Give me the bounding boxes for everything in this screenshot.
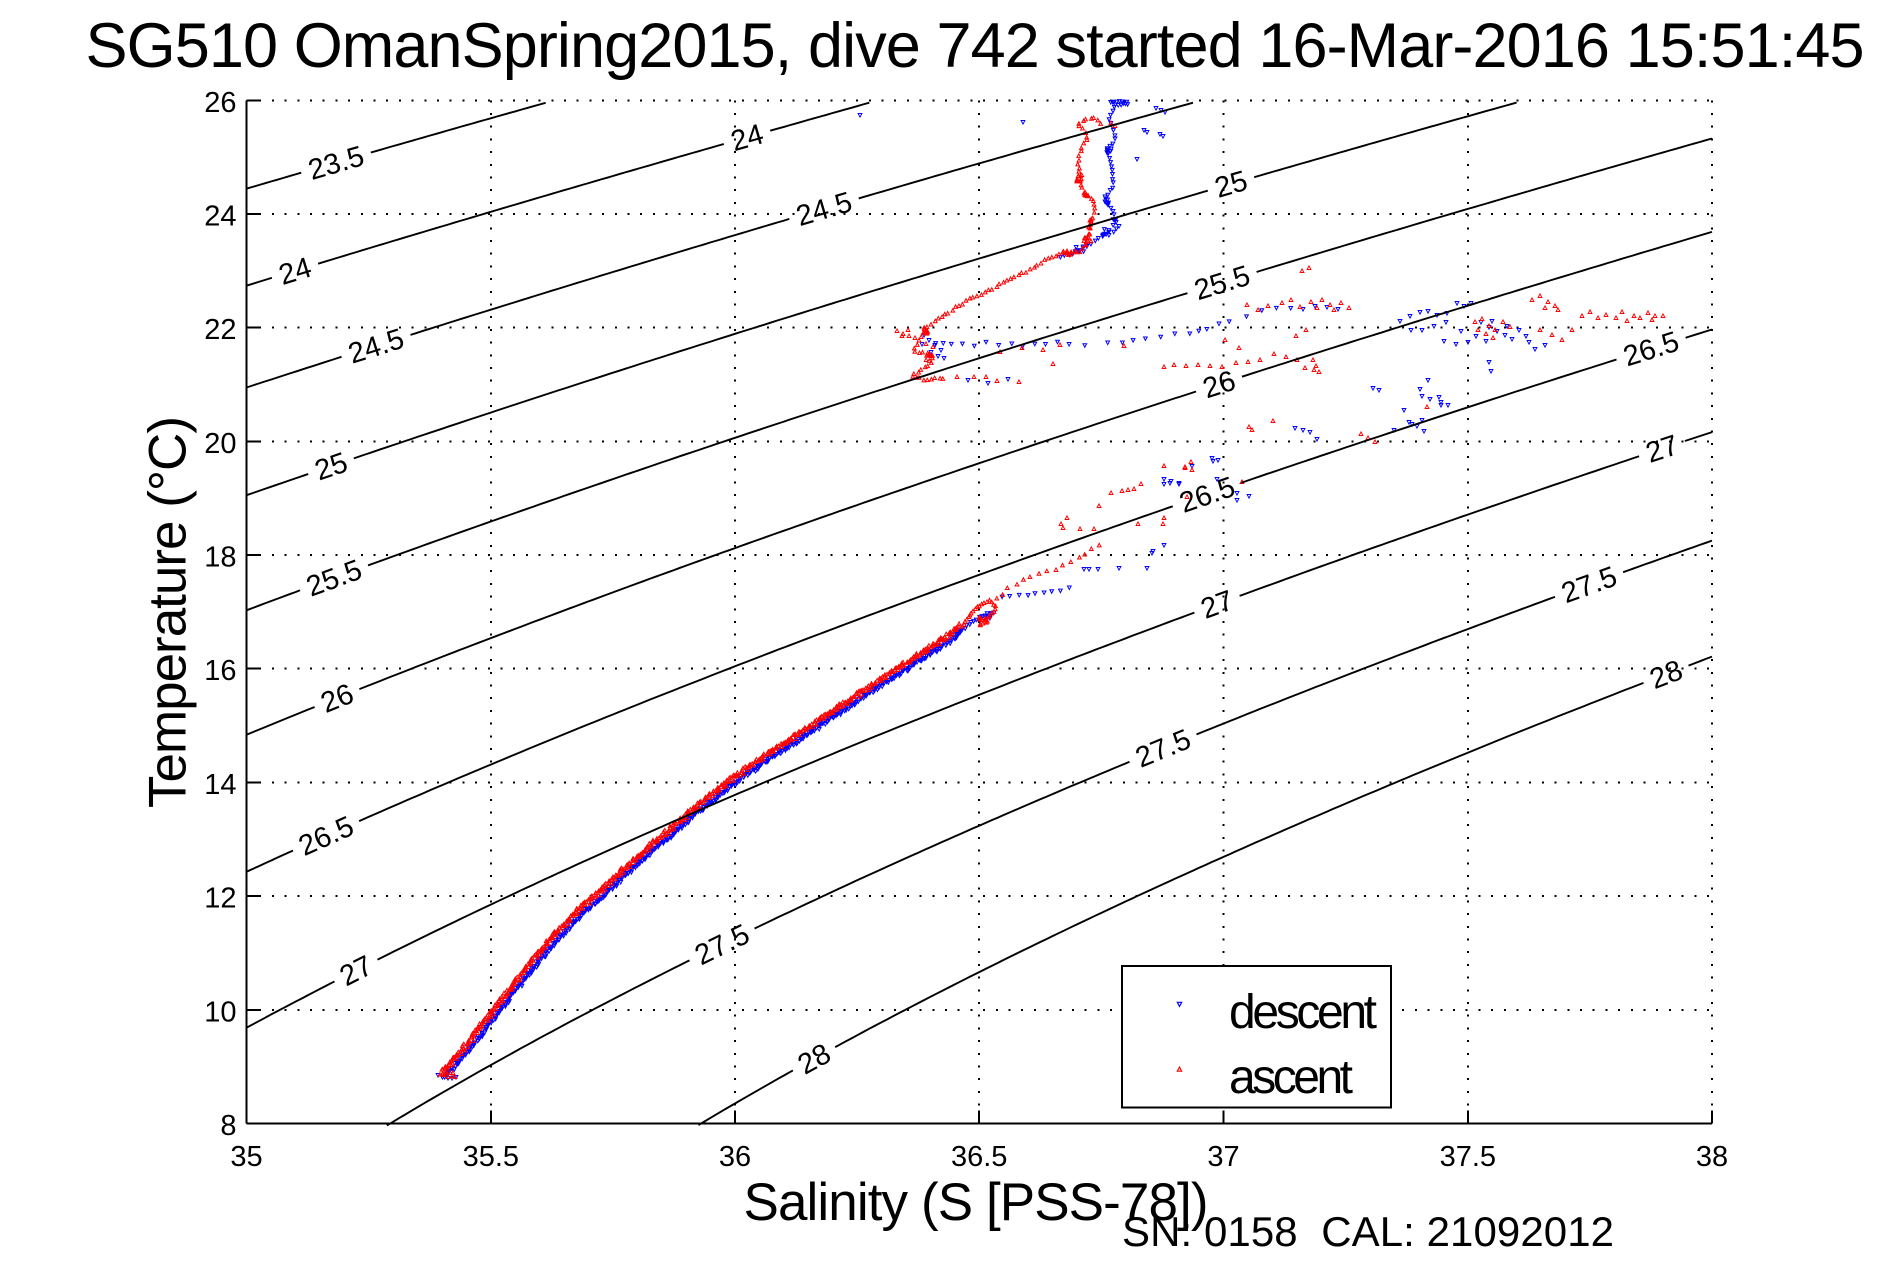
svg-text:10: 10 — [204, 996, 236, 1028]
svg-text:Salinity (S [PSS-78]): Salinity (S [PSS-78]) — [744, 1173, 1209, 1232]
svg-text:ascent: ascent — [1229, 1051, 1353, 1104]
svg-text:37: 37 — [1207, 1141, 1239, 1173]
svg-text:37.5: 37.5 — [1440, 1141, 1496, 1173]
svg-text:SG510 OmanSpring2015, dive 742: SG510 OmanSpring2015, dive 742 started 1… — [86, 11, 1865, 81]
svg-text:24: 24 — [204, 201, 236, 233]
svg-text:16: 16 — [204, 655, 236, 687]
svg-text:SN: 0158 CAL: 21092012: SN: 0158 CAL: 21092012 — [1122, 1208, 1614, 1255]
svg-text:26: 26 — [204, 87, 236, 119]
svg-text:35.5: 35.5 — [463, 1141, 519, 1173]
svg-text:Temperature (°C): Temperature (°C) — [139, 416, 198, 808]
svg-text:12: 12 — [204, 883, 236, 915]
svg-text:35: 35 — [230, 1141, 262, 1173]
svg-text:20: 20 — [204, 428, 236, 460]
svg-text:36.5: 36.5 — [951, 1141, 1007, 1173]
svg-text:18: 18 — [204, 542, 236, 574]
svg-text:8: 8 — [220, 1110, 236, 1142]
svg-text:36: 36 — [719, 1141, 751, 1173]
svg-text:descent: descent — [1229, 986, 1377, 1039]
svg-text:38: 38 — [1696, 1141, 1728, 1173]
svg-text:22: 22 — [204, 314, 236, 346]
svg-text:14: 14 — [204, 769, 236, 801]
